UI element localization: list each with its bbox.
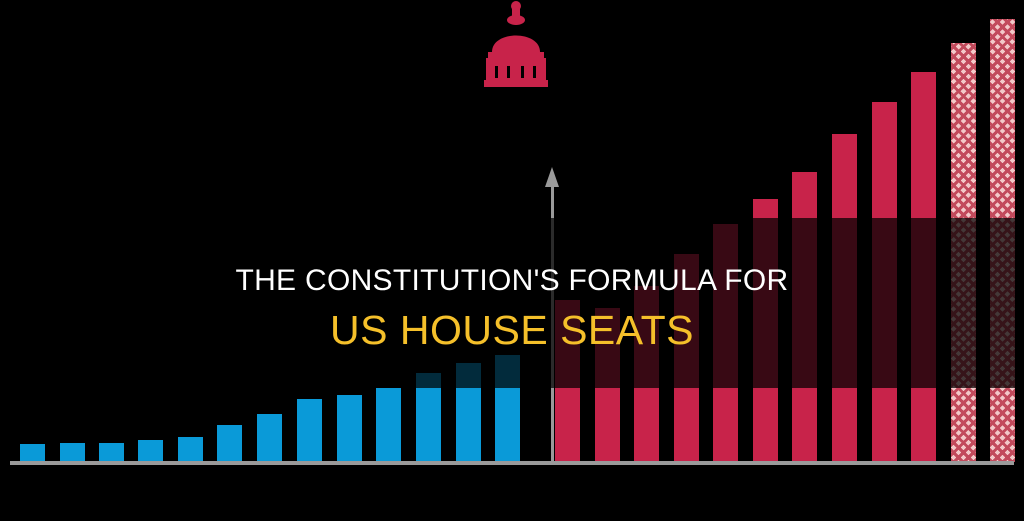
- blue-bar: [99, 443, 124, 462]
- blue-bar: [178, 437, 203, 462]
- capitol-dome-icon: [484, 1, 548, 87]
- blue-bar: [60, 443, 85, 462]
- blue-bar: [337, 395, 362, 462]
- blue-bar: [217, 425, 242, 462]
- blue-bar: [20, 444, 45, 462]
- blue-bar: [297, 399, 322, 462]
- baseline-axis: [10, 461, 1014, 465]
- title-overlay-band: [0, 218, 1024, 388]
- blue-bar: [376, 388, 401, 462]
- arrow-up-icon: [545, 167, 559, 187]
- blue-bar: [257, 414, 282, 462]
- blue-bar: [138, 440, 163, 462]
- title-line-1: THE CONSTITUTION'S FORMULA FOR: [235, 264, 789, 297]
- title-line-2: US HOUSE SEATS: [330, 307, 694, 353]
